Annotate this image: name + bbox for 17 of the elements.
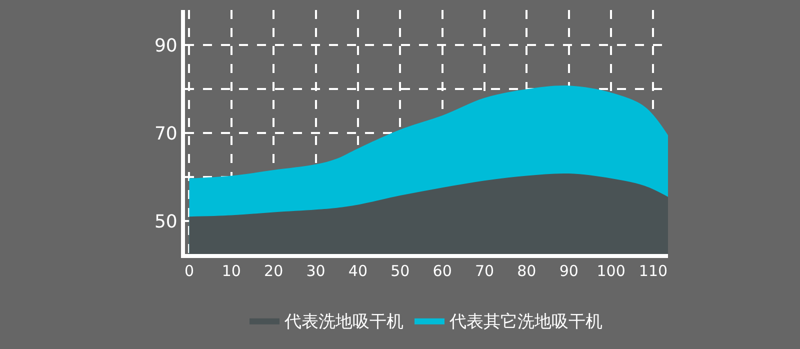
x-tick-label: 80 xyxy=(517,262,536,280)
x-tick-label: 40 xyxy=(348,262,368,280)
x-tick-label: 20 xyxy=(264,262,284,280)
x-tick-label: 30 xyxy=(306,262,326,280)
x-tick-label: 90 xyxy=(559,262,578,280)
x-tick-label: 0 xyxy=(184,262,194,280)
x-tick-label: 50 xyxy=(390,262,410,280)
y-tick-label: 70 xyxy=(154,123,178,144)
x-tick-label: 110 xyxy=(638,262,668,280)
x-tick-label: 70 xyxy=(474,262,494,280)
y-tick-label: 50 xyxy=(154,211,178,232)
y-tick-label: 90 xyxy=(154,35,178,56)
x-tick-label: 100 xyxy=(596,262,626,280)
x-tick-label: 10 xyxy=(222,262,241,280)
legend-label: 代表其它洗地吸干机 xyxy=(448,312,602,332)
legend-label: 代表洗地吸干机 xyxy=(284,312,404,332)
x-tick-label: 60 xyxy=(432,262,452,280)
